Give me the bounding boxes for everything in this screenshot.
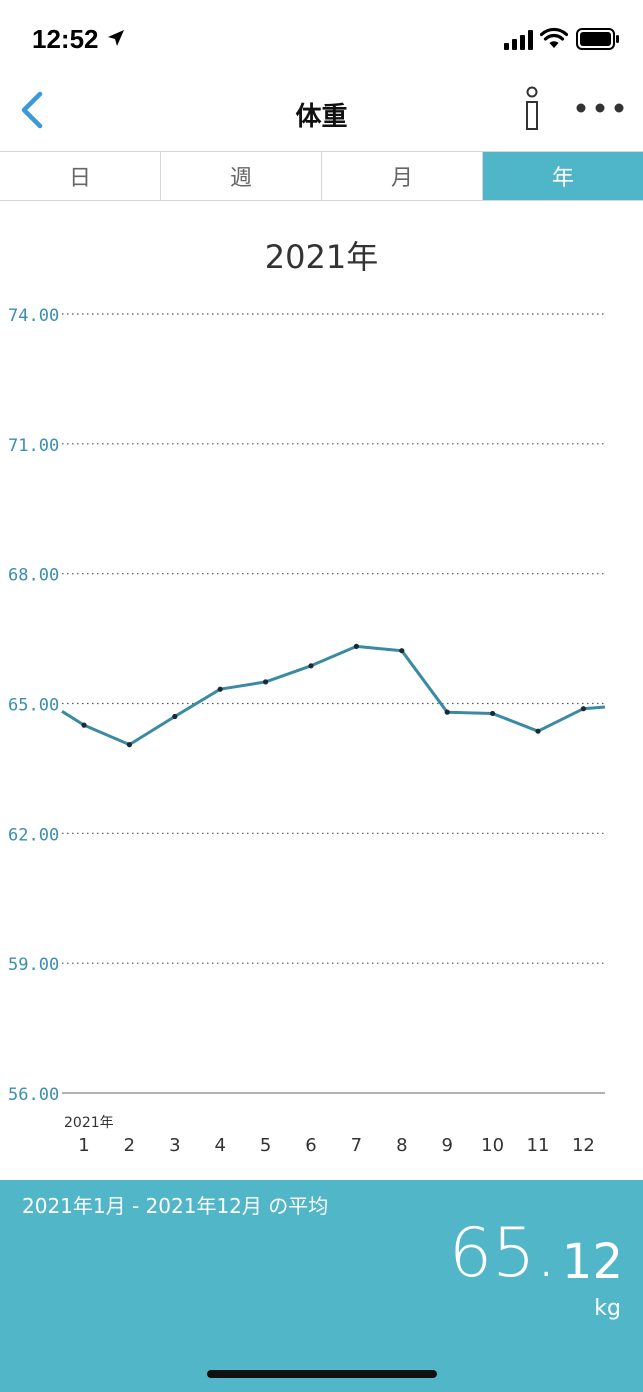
battery-icon bbox=[576, 28, 619, 50]
info-icon bbox=[526, 86, 538, 130]
x-tick-label: 8 bbox=[396, 1135, 407, 1156]
tab-month[interactable]: 月 bbox=[322, 152, 483, 200]
x-tick-label: 9 bbox=[441, 1135, 452, 1156]
average-value-integer: 65. bbox=[448, 1214, 557, 1293]
y-tick-label: 74.00 bbox=[8, 306, 59, 326]
y-tick-label: 62.00 bbox=[8, 825, 59, 845]
y-tick-label: 68.00 bbox=[8, 566, 59, 586]
x-tick-label: 5 bbox=[260, 1135, 271, 1156]
data-point[interactable] bbox=[81, 722, 87, 728]
data-point[interactable] bbox=[535, 728, 541, 734]
x-tick-label: 12 bbox=[572, 1135, 595, 1156]
nav-bar: 体重 bbox=[0, 80, 643, 150]
tab-day[interactable]: 日 bbox=[0, 152, 161, 200]
data-point[interactable] bbox=[353, 643, 359, 649]
x-axis-year-label: 2021年 bbox=[64, 1115, 114, 1131]
x-tick-label: 6 bbox=[305, 1135, 316, 1156]
series-line bbox=[61, 644, 606, 747]
info-button[interactable] bbox=[518, 86, 546, 132]
period-tabs: 日 週 月 年 bbox=[0, 151, 643, 201]
weight-line-chart: 74.00 71.00 68.00 65.00 62.00 59.00 56.00 2021年… bbox=[8, 306, 606, 1156]
average-value-decimal: 12 bbox=[561, 1234, 623, 1290]
chevron-left-icon bbox=[21, 91, 43, 129]
home-indicator bbox=[207, 1370, 437, 1378]
data-point[interactable] bbox=[217, 686, 223, 692]
cellular-signal-icon bbox=[504, 30, 533, 50]
x-tick-label: 2 bbox=[124, 1135, 135, 1156]
data-point[interactable] bbox=[126, 742, 132, 748]
tab-week[interactable]: 週 bbox=[161, 152, 322, 200]
x-tick-label: 11 bbox=[527, 1135, 550, 1156]
average-unit: kg bbox=[594, 1296, 621, 1321]
y-tick-label: 65.00 bbox=[8, 696, 59, 716]
page-title: 体重 bbox=[295, 102, 348, 132]
data-point[interactable] bbox=[490, 710, 496, 717]
data-point[interactable] bbox=[444, 709, 450, 715]
status-time: 12:52 bbox=[32, 24, 99, 54]
location-arrow-icon bbox=[108, 30, 124, 46]
data-point[interactable] bbox=[399, 648, 405, 654]
data-point[interactable] bbox=[580, 706, 587, 712]
x-tick-label: 7 bbox=[351, 1135, 362, 1156]
chart-title: 2021年 bbox=[264, 238, 379, 276]
average-panel: 2021年1月 - 2021年12月 の平均 65. 12 kg bbox=[0, 1180, 643, 1392]
more-dots-icon bbox=[576, 103, 624, 113]
data-point[interactable] bbox=[308, 663, 314, 669]
x-tick-label: 3 bbox=[169, 1135, 180, 1156]
period-label: 2021年1月 - 2021年12月 の平均 bbox=[22, 1194, 329, 1218]
y-tick-label: 71.00 bbox=[8, 436, 59, 456]
x-tick-label: 4 bbox=[214, 1135, 225, 1156]
more-button[interactable] bbox=[574, 96, 626, 120]
y-tick-label: 59.00 bbox=[8, 955, 59, 975]
x-tick-label: 10 bbox=[481, 1135, 504, 1156]
data-point[interactable] bbox=[263, 679, 269, 685]
y-tick-label: 56.00 bbox=[8, 1085, 59, 1105]
x-tick-label: 1 bbox=[78, 1135, 89, 1156]
tab-year[interactable]: 年 bbox=[483, 152, 643, 200]
data-point[interactable] bbox=[172, 713, 178, 720]
back-button[interactable] bbox=[14, 88, 54, 132]
status-bar: 12:52 bbox=[0, 0, 643, 80]
wifi-icon bbox=[540, 27, 568, 48]
